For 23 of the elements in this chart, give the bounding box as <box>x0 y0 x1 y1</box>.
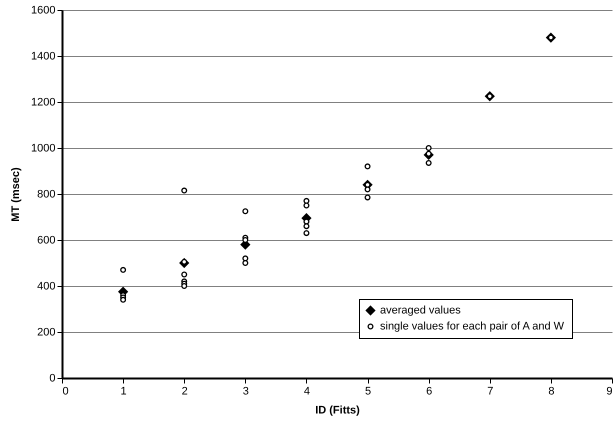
x-tick-label: 5 <box>364 386 372 398</box>
x-tick-label: 1 <box>120 386 127 398</box>
x-tick-label: 3 <box>242 386 249 398</box>
y-tick-label: 200 <box>37 326 56 338</box>
x-tick-label: 8 <box>548 386 554 398</box>
x-tick-label: 6 <box>426 386 432 398</box>
x-tick-label: 4 <box>304 386 310 398</box>
y-tick-label: 1200 <box>31 96 56 108</box>
x-tick-label: 2 <box>182 386 188 398</box>
legend-label: averaged values <box>380 304 462 316</box>
y-tick-label: 1000 <box>31 142 56 154</box>
legend-label: single values for each pair of A and W <box>380 320 565 332</box>
y-tick-label: 600 <box>37 234 56 246</box>
x-axis-title: ID (Fitts) <box>315 404 360 416</box>
x-tick-label: 7 <box>487 386 494 398</box>
y-tick-label: 1600 <box>31 4 56 16</box>
y-tick-label: 400 <box>37 280 56 292</box>
y-tick-label: 800 <box>37 188 56 200</box>
x-tick-label: 9 <box>606 386 612 398</box>
x-tick-label: 0 <box>62 386 69 398</box>
y-tick-label: 0 <box>49 372 56 384</box>
y-tick-label: 1400 <box>31 50 56 62</box>
y-axis-title: MT (msec) <box>10 166 22 222</box>
